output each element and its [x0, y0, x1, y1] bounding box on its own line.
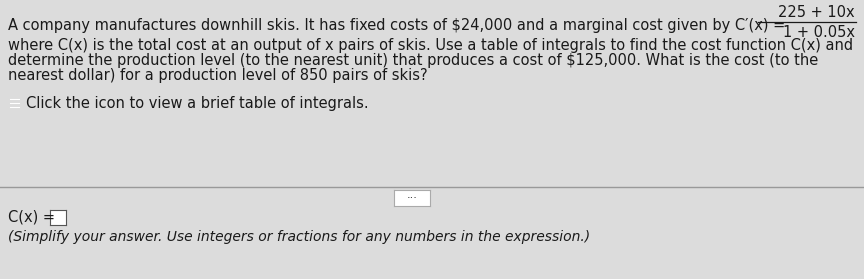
- Text: nearest dollar) for a production level of 850 pairs of skis?: nearest dollar) for a production level o…: [8, 68, 428, 83]
- Text: determine the production level (to the nearest unit) that produces a cost of $12: determine the production level (to the n…: [8, 53, 818, 68]
- Text: C(x) =: C(x) =: [8, 210, 55, 225]
- Text: 1 + 0.05x: 1 + 0.05x: [783, 25, 855, 40]
- Text: Click the icon to view a brief table of integrals.: Click the icon to view a brief table of …: [26, 96, 369, 111]
- Text: (Simplify your answer. Use integers or fractions for any numbers in the expressi: (Simplify your answer. Use integers or f…: [8, 230, 590, 244]
- Text: where C(x) is the total cost at an output of x pairs of skis. Use a table of int: where C(x) is the total cost at an outpu…: [8, 38, 853, 53]
- Text: A company manufactures downhill skis. It has fixed costs of $24,000 and a margin: A company manufactures downhill skis. It…: [8, 18, 785, 33]
- Text: 225 + 10x: 225 + 10x: [778, 5, 855, 20]
- Text: ···: ···: [407, 193, 417, 203]
